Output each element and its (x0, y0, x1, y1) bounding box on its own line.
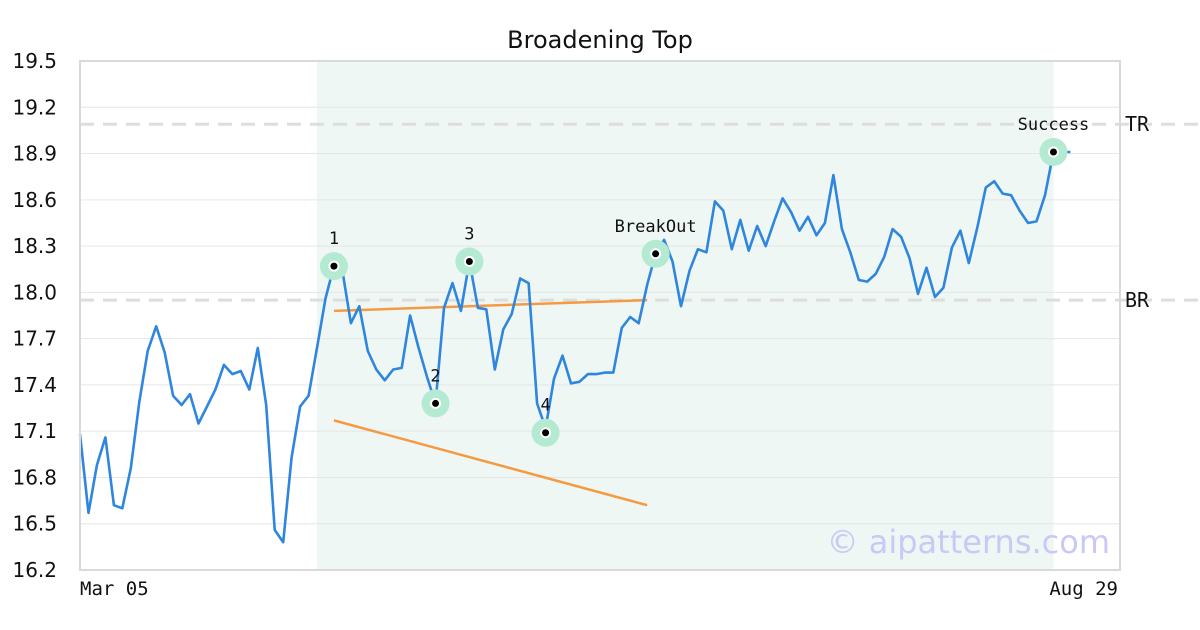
annotation-label: Success (1018, 115, 1090, 135)
text-layer: Broadening Top Mar 05 Aug 29 © aipattern… (80, 26, 1150, 600)
pivot-marker-dot (465, 258, 473, 266)
trendline (333, 419, 648, 507)
plot-frame (79, 60, 1121, 571)
pattern-region (317, 61, 1054, 570)
x-label-end: Aug 29 (1049, 578, 1118, 600)
pattern-region-layer (317, 61, 1054, 570)
level-label-tr: TR (1125, 112, 1150, 136)
y-tick-label: 16.8 (12, 465, 57, 489)
trendline (333, 298, 648, 313)
level-label-br: BR (1125, 288, 1150, 312)
y-tick-label: 19.5 (12, 49, 57, 73)
annotation-layer (319, 138, 1068, 447)
axes-layer: 16.2 16.5 16.8 17.1 17.4 17.7 18.0 18.3 18.6 18.9… (12, 49, 1121, 582)
y-tick-label: 18.9 (12, 142, 57, 166)
pivot-marker-dot (652, 250, 660, 258)
trendline-layer (333, 298, 648, 507)
price-line-layer (78, 150, 1071, 544)
pivot-marker-dot (542, 429, 550, 437)
y-tick-label: 16.5 (12, 512, 57, 536)
annotation-label: 2 (430, 366, 440, 386)
x-label-start: Mar 05 (80, 578, 149, 600)
y-tick-label: 17.4 (12, 373, 57, 397)
annotation-label: BreakOut (615, 217, 697, 237)
y-tick-label: 18.0 (12, 280, 57, 304)
y-tick-label: 19.2 (12, 95, 57, 119)
y-tick-label: 16.2 (12, 558, 57, 582)
watermark: © aipatterns.com (827, 523, 1110, 561)
chart-title: Broadening Top (507, 26, 693, 54)
annotation-label: 4 (540, 396, 550, 416)
y-tick-label: 17.1 (12, 419, 57, 443)
pivot-marker-dot (330, 262, 338, 270)
y-tick-label: 18.6 (12, 188, 57, 212)
annotation-label: 3 (464, 225, 474, 245)
annotation-label: 1 (329, 229, 339, 249)
price-series-line (78, 150, 1071, 544)
pivot-marker-dot (1049, 148, 1057, 156)
y-tick-label: 18.3 (12, 234, 57, 258)
y-tick-label: 17.7 (12, 327, 57, 351)
pivot-marker-dot (432, 399, 440, 407)
